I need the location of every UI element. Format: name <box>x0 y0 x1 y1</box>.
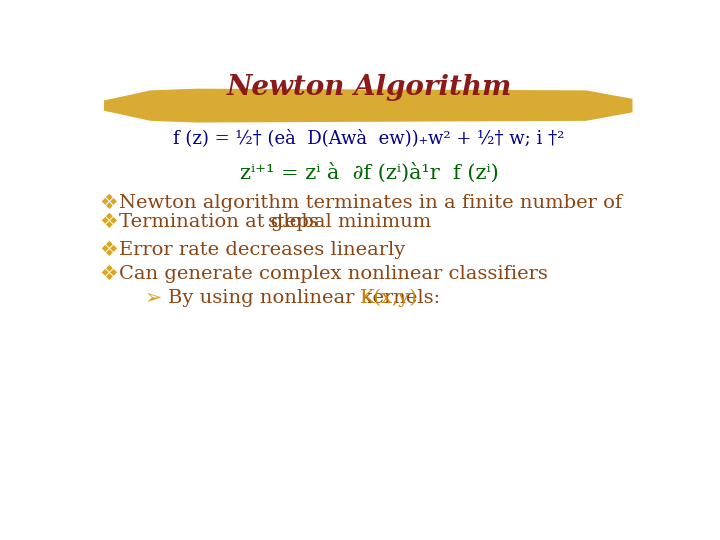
Text: ❖: ❖ <box>99 212 118 232</box>
Text: f (z) = ½† (eà  D(Awà  ew))₊w² + ½† w; i †²: f (z) = ½† (eà D(Awà ew))₊w² + ½† w; i †… <box>174 129 564 147</box>
Text: Termination at global minimum: Termination at global minimum <box>120 213 432 231</box>
Text: ❖: ❖ <box>99 264 118 284</box>
Text: ❖: ❖ <box>99 240 118 260</box>
Text: zⁱ⁺¹ = zⁱ à  ∂f (zⁱ)à¹r  f (zⁱ): zⁱ⁺¹ = zⁱ à ∂f (zⁱ)à¹r f (zⁱ) <box>240 163 498 183</box>
Text: Newton algorithm terminates in a finite number of: Newton algorithm terminates in a finite … <box>120 194 623 212</box>
Text: ❖: ❖ <box>99 193 118 213</box>
Text: ➢: ➢ <box>144 288 162 308</box>
Text: Error rate decreases linearly: Error rate decreases linearly <box>120 241 405 259</box>
Polygon shape <box>104 89 632 123</box>
Text: By using nonlinear kernels:: By using nonlinear kernels: <box>168 289 459 307</box>
Text: Newton Algorithm: Newton Algorithm <box>226 75 512 102</box>
Text: steps: steps <box>269 213 320 231</box>
Text: Can generate complex nonlinear classifiers: Can generate complex nonlinear classifie… <box>120 265 549 284</box>
Text: K(x,y): K(x,y) <box>360 289 418 307</box>
